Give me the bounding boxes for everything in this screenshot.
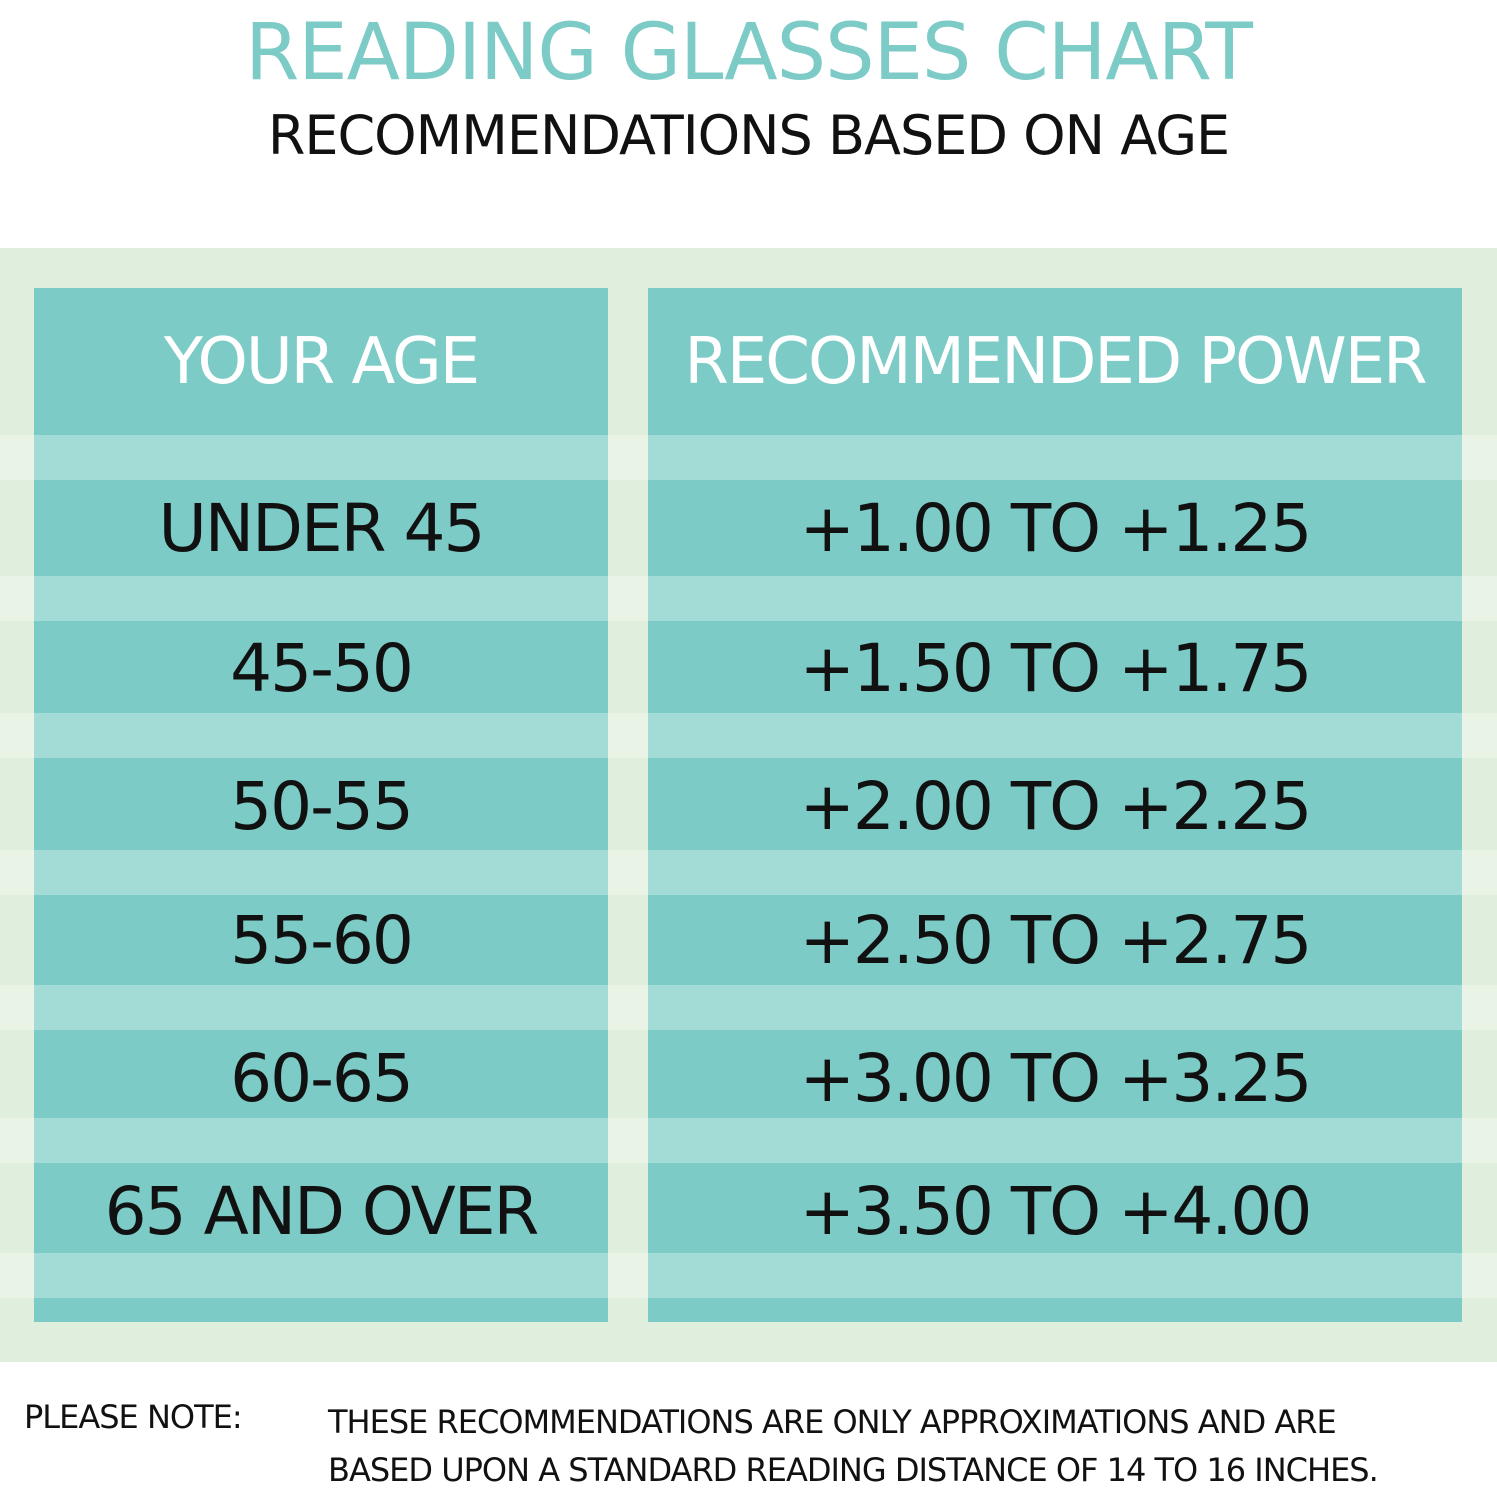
row-stripe	[34, 1253, 608, 1298]
row-stripe	[648, 985, 1462, 1030]
age-cell: 45-50	[230, 629, 414, 707]
power-cell: +1.00 TO +1.25	[799, 489, 1313, 567]
row-stripe	[648, 713, 1462, 758]
row-stripe	[34, 985, 608, 1030]
age-cell: 50-55	[230, 767, 414, 845]
row-stripe	[648, 850, 1462, 895]
age-cell: UNDER 45	[158, 489, 485, 567]
power-cell: +2.50 TO +2.75	[799, 901, 1313, 979]
note-label: PLEASE NOTE:	[24, 1398, 243, 1436]
row-stripe	[648, 576, 1462, 621]
power-cell: +3.50 TO +4.00	[799, 1172, 1313, 1250]
note-line-2: BASED UPON A STANDARD READING DISTANCE O…	[328, 1451, 1379, 1489]
power-header: RECOMMENDED POWER	[684, 324, 1427, 399]
power-cell: +3.00 TO +3.25	[799, 1039, 1313, 1117]
note-text: THESE RECOMMENDATIONS ARE ONLY APPROXIMA…	[328, 1398, 1488, 1494]
age-cell: 60-65	[230, 1039, 414, 1117]
power-column: RECOMMENDED POWER +1.00 TO +1.25 +1.50 TO…	[648, 288, 1462, 1322]
age-cell: 65 AND OVER	[104, 1172, 540, 1250]
power-cell: +2.00 TO +2.25	[799, 767, 1313, 845]
row-stripe	[34, 576, 608, 621]
note-line-1: THESE RECOMMENDATIONS ARE ONLY APPROXIMA…	[328, 1403, 1337, 1441]
page-subtitle: RECOMMENDATIONS BASED ON AGE	[267, 104, 1230, 167]
row-stripe	[34, 1118, 608, 1163]
row-stripe	[648, 1118, 1462, 1163]
age-cell: 55-60	[230, 901, 414, 979]
row-stripe	[648, 435, 1462, 480]
page-title: READING GLASSES CHART	[245, 8, 1253, 98]
row-stripe	[34, 850, 608, 895]
power-cell: +1.50 TO +1.75	[799, 629, 1313, 707]
age-column: YOUR AGE UNDER 45 45-50 50-55 55-60 60-65 65 …	[34, 288, 608, 1322]
age-header: YOUR AGE	[163, 324, 480, 399]
row-stripe	[34, 713, 608, 758]
row-stripe	[648, 1253, 1462, 1298]
row-stripe	[34, 435, 608, 480]
